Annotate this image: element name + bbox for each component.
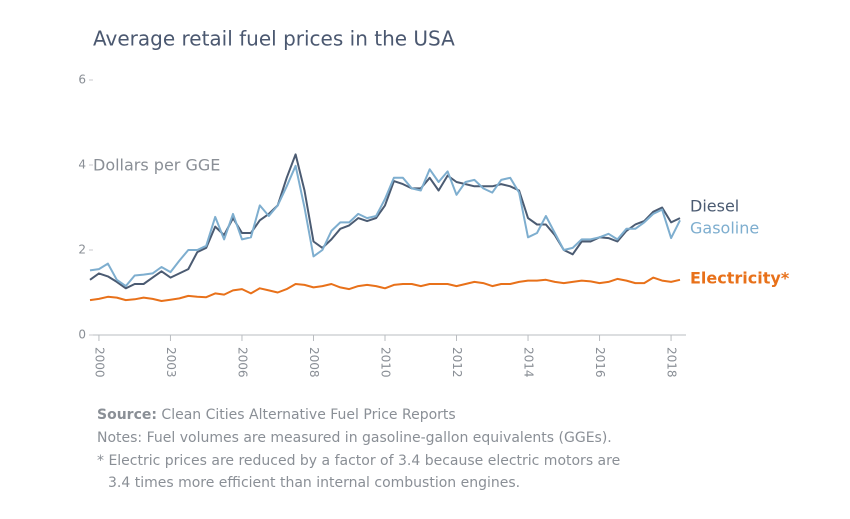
series-line [89,164,681,288]
legend-label: Electricity* [690,269,790,288]
source-text: Clean Cities Alternative Fuel Price Repo… [161,407,455,423]
y-tick-label: 4 [78,158,86,172]
y-tick-label: 2 [78,243,86,257]
note: 3.4 times more efficient than internal c… [108,475,520,491]
x-tick-label: 2000 [92,347,106,378]
x-tick-label: 2008 [307,347,321,378]
legend-label: Diesel [690,197,739,216]
chart-title: Average retail fuel prices in the USA [93,27,455,51]
y-tick-label: 0 [78,328,86,342]
note: Notes: Fuel volumes are measured in gaso… [97,430,612,446]
x-tick-label: 2016 [593,347,607,378]
x-tick-label: 2012 [450,347,464,378]
source-label: Source: [97,407,157,423]
x-tick-label: 2006 [235,347,249,378]
x-tick-label: 2003 [164,347,178,378]
y-tick-label: 6 [78,73,86,87]
note: * Electric prices are reduced by a facto… [97,453,620,469]
legend-label: Gasoline [690,219,759,238]
x-tick-label: 2010 [379,347,393,378]
x-tick-label: 2014 [522,347,536,378]
x-tick-label: 2018 [665,347,679,378]
y-axis-label: Dollars per GGE [93,156,220,175]
series-line [89,153,681,290]
series-line [89,276,681,302]
source: Source: Clean Cities Alternative Fuel Pr… [97,407,456,423]
